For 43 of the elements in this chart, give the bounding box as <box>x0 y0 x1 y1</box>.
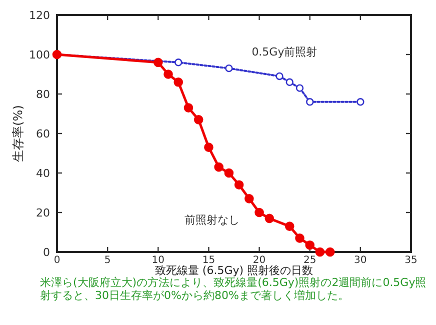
point <box>224 168 234 178</box>
x-tick-label: 5 <box>104 255 111 266</box>
y-tick-label: 20 <box>36 206 50 220</box>
point <box>174 78 184 87</box>
point <box>284 222 294 231</box>
point <box>153 58 163 68</box>
point <box>225 64 233 72</box>
point <box>244 194 254 204</box>
series-label: 前照射なし <box>184 214 240 227</box>
point <box>305 240 315 250</box>
point <box>286 78 294 86</box>
point <box>356 98 364 106</box>
point <box>234 180 244 190</box>
point <box>254 208 264 218</box>
x-tick-label: 25 <box>303 255 316 266</box>
x-tick-label: 20 <box>252 255 266 266</box>
y-tick-label: 120 <box>29 9 50 22</box>
x-axis-title: 致死線量 (6.5Gy) 照射後の日数 <box>154 264 314 277</box>
x-tick-label: 30 <box>354 255 367 266</box>
point <box>174 58 182 66</box>
point <box>306 98 314 106</box>
point <box>296 84 304 92</box>
point <box>214 162 224 172</box>
point <box>276 72 284 80</box>
point <box>164 70 173 79</box>
x-tick-label: 0 <box>54 255 60 266</box>
x-tick-label: 15 <box>202 255 216 266</box>
y-tick-label: 100 <box>29 48 50 62</box>
y-axis-title: 生存率(%) <box>11 105 25 162</box>
point <box>194 115 204 124</box>
point <box>204 142 214 152</box>
series-label: 0.5Gy前照射 <box>252 45 318 58</box>
x-tick-label: 35 <box>404 255 418 266</box>
point <box>325 247 335 257</box>
y-tick-label: 60 <box>36 128 50 140</box>
point <box>184 103 194 112</box>
y-tick-label: 40 <box>36 167 50 180</box>
point <box>295 234 304 243</box>
point <box>315 247 325 257</box>
y-tick-label: 80 <box>36 88 50 101</box>
x-tick-label: 10 <box>152 255 165 266</box>
point <box>264 214 274 224</box>
text: 米澤ら(大阪府立大)の方法により、致死線量(6.5Gy)照射の2週間前に0.5Gy照射すると、30日生存率が0%から約80%まで著しく増加した。 <box>40 276 428 302</box>
